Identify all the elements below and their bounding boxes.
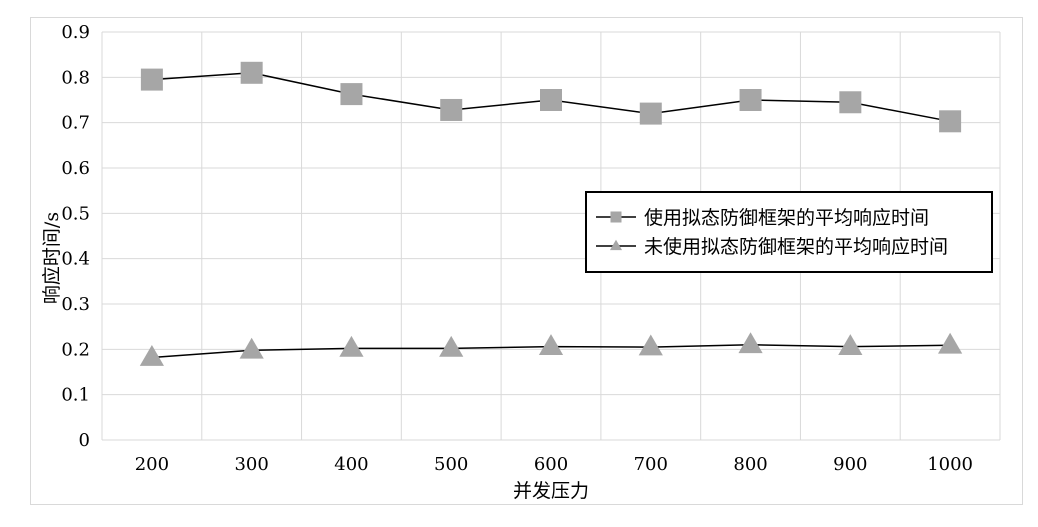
legend-label: 未使用拟态防御框架的平均响应时间 (644, 236, 948, 258)
legend-marker (609, 239, 623, 251)
data-point-triangle (938, 332, 963, 354)
x-tick-label: 800 (733, 454, 767, 475)
data-point-square (639, 102, 662, 125)
data-point-triangle (439, 335, 464, 357)
x-tick-label: 600 (534, 454, 568, 475)
x-tick-label: 1000 (927, 454, 973, 475)
legend-item: 使用拟态防御框架的平均响应时间 (596, 207, 929, 229)
y-tick-label: 0.6 (61, 158, 90, 179)
data-point-square (140, 68, 163, 91)
data-point-triangle (538, 334, 564, 355)
y-tick-label: 0.8 (61, 67, 90, 88)
y-tick-label: 0.2 (61, 339, 90, 360)
series-1 (140, 61, 962, 133)
legend-label: 使用拟态防御框架的平均响应时间 (644, 207, 929, 229)
legend-marker (610, 211, 622, 223)
y-axis-title: 响应时间/s (41, 212, 63, 304)
data-point-square (540, 89, 562, 111)
y-tick-label: 0.1 (61, 385, 90, 406)
x-tick-labels: 200 300 400 500 600 700 800 900 1000 (135, 454, 973, 475)
data-point-square (939, 110, 962, 133)
series (139, 61, 963, 366)
x-tick-label: 900 (833, 454, 867, 475)
x-axis-title: 并发压力 (513, 480, 589, 502)
x-tick-label: 400 (334, 454, 368, 475)
series-2 (139, 332, 963, 366)
data-point-triangle (638, 334, 663, 356)
data-point-triangle (239, 337, 264, 359)
data-point-triangle (139, 344, 164, 366)
data-point-triangle (339, 335, 364, 357)
x-tick-label: 300 (234, 454, 268, 475)
data-point-square (440, 98, 463, 121)
y-tick-label: 0.9 (61, 22, 90, 43)
y-tick-label: 0.5 (61, 203, 90, 224)
data-point-square (340, 83, 363, 106)
y-tick-label: 0.7 (61, 113, 90, 134)
legend-box (585, 191, 993, 273)
y-tick-label: 0.3 (61, 294, 90, 315)
x-tick-label: 200 (135, 454, 169, 475)
y-tick-labels: 0 0.1 0.2 0.3 0.4 0.5 0.6 0.7 0.8 0.9 (61, 22, 90, 451)
data-point-triangle (838, 334, 863, 355)
data-point-square (240, 61, 263, 84)
y-tick-label: 0.4 (61, 249, 90, 270)
legend-item: 未使用拟态防御框架的平均响应时间 (596, 236, 948, 258)
x-tick-label: 500 (434, 454, 468, 475)
y-tick-label: 0 (79, 430, 90, 451)
data-point-triangle (738, 332, 763, 354)
data-point-square (839, 91, 862, 114)
data-point-square (739, 89, 762, 111)
x-tick-label: 700 (634, 454, 668, 475)
